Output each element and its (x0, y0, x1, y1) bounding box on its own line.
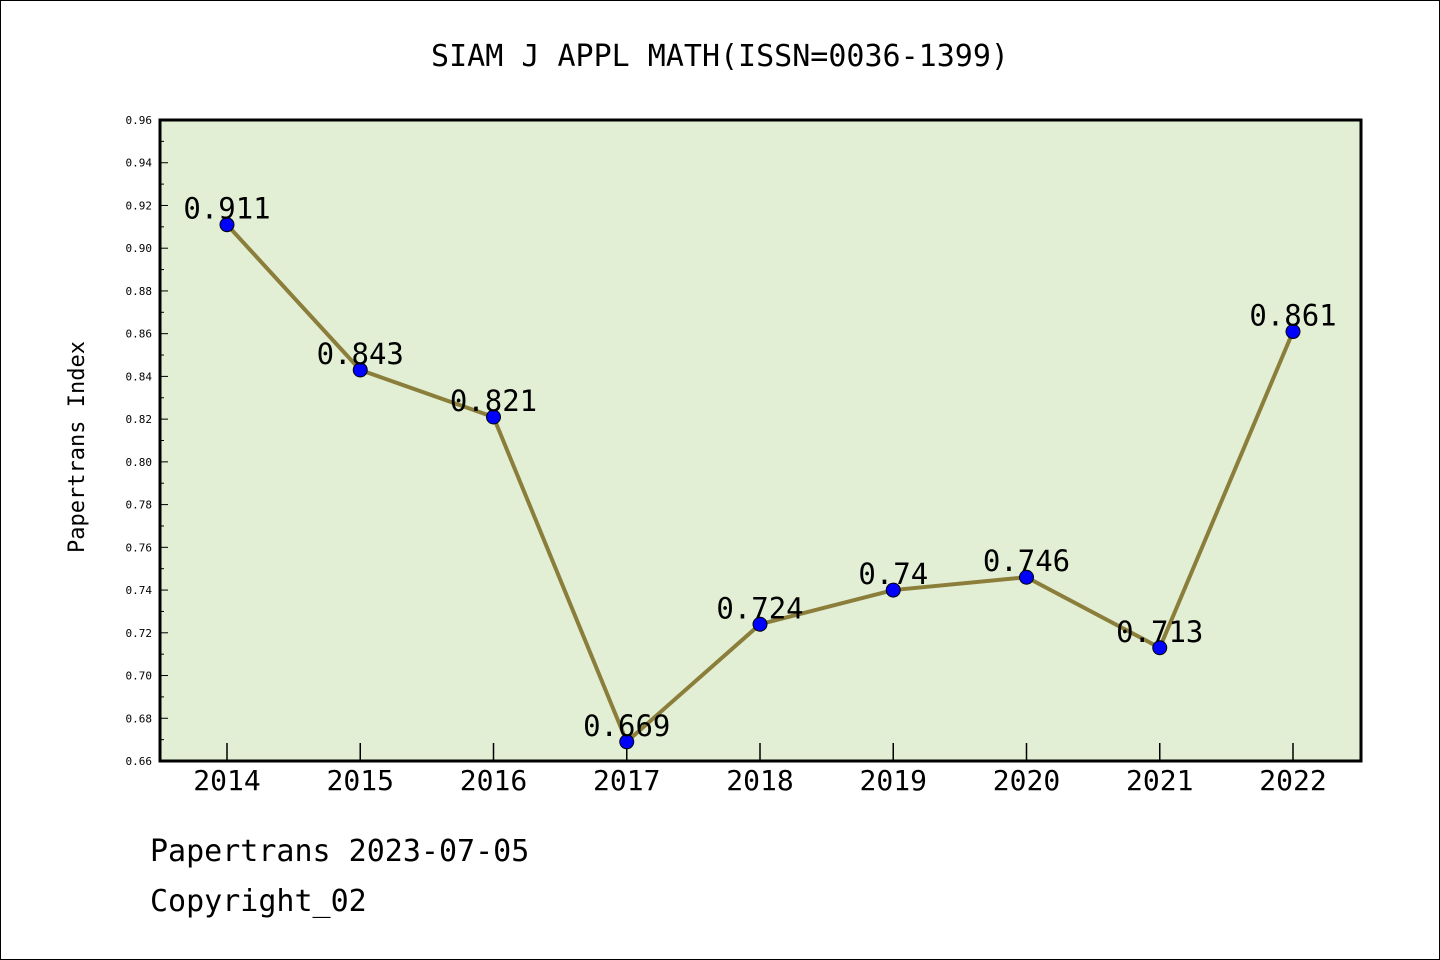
plot-area (158, 118, 1363, 763)
y-axis: 0.66 0.68 0.70 0.72 0.74 0.76 0.78 0.80 0.82 0.84… (126, 114, 168, 768)
y-tick-label: 0.90 (126, 242, 153, 255)
x-tick-label: 2015 (327, 764, 394, 797)
data-point (486, 409, 501, 425)
data-label: 0.724 (716, 591, 803, 625)
x-axis: 2014 2015 2016 2017 2018 2019 2020 2021 2022 (193, 743, 1327, 797)
y-tick-label: 0.96 (126, 114, 153, 127)
y-tick-label: 0.78 (126, 499, 153, 512)
data-label: 0.746 (983, 544, 1070, 578)
y-tick-label: 0.76 (126, 541, 153, 554)
footer-copyright: Copyright_02 (150, 884, 367, 919)
y-tick-label: 0.92 (126, 199, 153, 212)
y-tick-label: 0.72 (126, 627, 153, 640)
data-label: 0.821 (450, 384, 537, 418)
y-tick-label: 0.84 (126, 370, 153, 383)
x-tick-label: 2020 (993, 764, 1060, 797)
x-tick-label: 2014 (193, 764, 260, 797)
data-point (885, 582, 901, 598)
x-tick-label: 2017 (593, 764, 660, 797)
x-tick-label: 2018 (726, 764, 793, 797)
y-tick-label: 0.66 (126, 755, 153, 768)
data-point (1019, 569, 1034, 585)
y-tick-label: 0.70 (126, 670, 153, 683)
chart-title: SIAM J APPL MATH(ISSN=0036-1399) (431, 39, 1009, 74)
data-point (752, 616, 768, 632)
y-tick-label: 0.74 (126, 584, 153, 597)
data-label: 0.713 (1116, 615, 1203, 649)
data-point (1285, 324, 1301, 340)
data-point (619, 734, 635, 750)
data-point (1152, 640, 1168, 656)
footer-date: Papertrans 2023-07-05 (150, 834, 530, 869)
y-tick-label: 0.80 (126, 456, 153, 469)
data-label: 0.911 (183, 192, 270, 226)
y-tick-label: 0.94 (126, 157, 153, 170)
data-point (219, 217, 235, 233)
data-label: 0.861 (1249, 299, 1336, 333)
y-tick-label: 0.88 (126, 285, 153, 298)
data-point (352, 362, 368, 378)
x-tick-label: 2016 (460, 764, 527, 797)
data-label: 0.669 (583, 709, 670, 743)
x-tick-label: 2022 (1259, 764, 1326, 797)
series-line-group: 0.911 0.843 0.821 0.669 0.724 0.74 0.746 0.713 0… (183, 192, 1337, 750)
y-tick-label: 0.82 (126, 413, 153, 426)
data-label: 0.843 (317, 337, 404, 371)
y-axis-label: Papertrans Index (65, 341, 90, 553)
data-label: 0.74 (858, 557, 928, 591)
x-tick-label: 2019 (860, 764, 927, 797)
y-tick-label: 0.68 (126, 712, 153, 725)
y-tick-label: 0.86 (126, 328, 153, 341)
x-tick-label: 2021 (1126, 764, 1193, 797)
